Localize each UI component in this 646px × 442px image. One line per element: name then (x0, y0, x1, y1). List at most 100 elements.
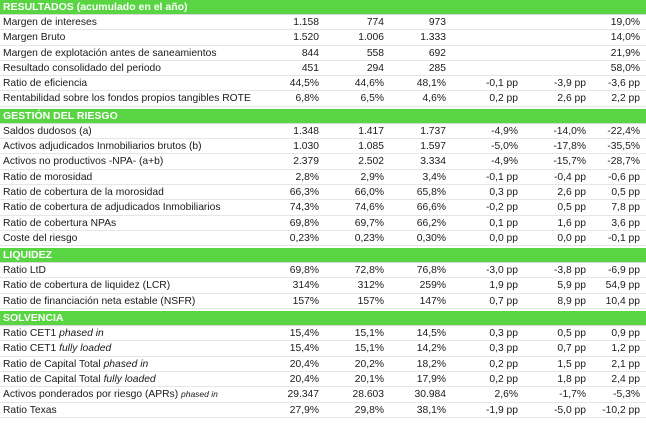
row-label: Ratio de eficiencia (3, 76, 87, 91)
row-label-text: Activos ponderados por riesgo (APRs) (3, 389, 181, 401)
row-label: Ratio de cobertura de la morosidad (3, 185, 164, 200)
table-row: Activos adjudicados Inmobiliarios brutos… (0, 139, 646, 155)
row-label-text: Resultado consolidado del periodo (3, 62, 161, 74)
table-row: Ratio de Capital Total phased in 20,4% 20,… (0, 357, 646, 372)
section-header: SOLVENCIA (0, 311, 646, 327)
value-cell: 29,8% (354, 404, 384, 416)
value-cell: 1.348 (293, 125, 319, 137)
value-cell: 69,8% (289, 217, 319, 229)
table-row: Ratio CET1 fully loaded 15,4% 15,1% 14,2% 0,… (0, 341, 646, 357)
row-label: Ratio CET1 fully loaded (3, 341, 111, 356)
value-cell: 15,4% (289, 343, 319, 355)
table-row: Margen de explotación antes de saneamien… (0, 46, 646, 61)
value-cell: 66,0% (354, 186, 384, 198)
value-cell: 844 (301, 47, 319, 59)
table-row: Saldos dudosos (a) 1.348 1.417 1.737 -4,9% -1… (0, 124, 646, 140)
value-cell: -0,1 pp (607, 232, 640, 244)
row-label: Ratio de cobertura de adjudicados Inmobi… (3, 200, 221, 215)
row-label: Ratio Texas (3, 403, 57, 418)
value-cell: 0,3 pp (489, 343, 518, 355)
value-cell: -6,9 pp (607, 265, 640, 277)
table-row: Ratio CET1 phased in 15,4% 15,1% 14,5% 0,3 p… (0, 326, 646, 342)
value-cell: -5,3% (613, 389, 640, 401)
value-cell: 14,2% (416, 343, 446, 355)
value-cell: 157% (357, 295, 384, 307)
value-cell: 15,4% (289, 328, 319, 340)
value-cell: 5,9 pp (557, 280, 586, 292)
row-label-text: Ratio de Capital Total (3, 373, 104, 385)
value-cell: 30.984 (414, 389, 447, 401)
value-cell: 973 (428, 17, 446, 28)
value-cell: 48,1% (416, 78, 446, 90)
value-cell: 312% (357, 280, 384, 292)
value-cell: -14,0% (553, 125, 586, 137)
table-row: Ratio de financiación neta estable (NSFR… (0, 294, 646, 310)
value-cell: 285 (428, 62, 446, 74)
section-header: RESULTADOS (acumulado en el año) (0, 0, 646, 15)
value-cell: -28,7% (607, 156, 640, 168)
row-label-text: Ratio Texas (3, 404, 57, 416)
row-label-text: Ratio de cobertura NPAs (3, 217, 117, 229)
row-label: Activos no productivos -NPA- (a+b) (3, 154, 163, 169)
value-cell: 44,6% (354, 78, 384, 90)
table-row: Margen de intereses 1.158 774 973 19,0% (0, 15, 646, 31)
row-label-text: Ratio de cobertura de la morosidad (3, 186, 164, 198)
value-cell: -15,7% (553, 156, 586, 168)
row-label-qualifier: phased in (103, 358, 149, 370)
table-row: Resultado consolidado del periodo 451 294 2… (0, 61, 646, 77)
value-cell: 1.417 (358, 125, 384, 137)
value-cell: 1,8 pp (557, 373, 586, 385)
value-cell: 0,30% (416, 232, 446, 244)
kpi-table: RESULTADOS (acumulado en el año) Margen d… (0, 0, 646, 418)
value-cell: 54,9 pp (605, 280, 640, 292)
row-label-text: Margen Bruto (3, 32, 66, 44)
value-cell: -1,7% (559, 389, 586, 401)
value-cell: -0,6 pp (607, 171, 640, 183)
value-cell: 20,1% (354, 373, 384, 385)
value-cell: 10,4 pp (605, 295, 640, 307)
value-cell: 0,0 pp (557, 232, 586, 244)
value-cell: 451 (301, 62, 319, 74)
value-cell: 0,23% (289, 232, 319, 244)
row-label-text: Activos adjudicados Inmobiliarios brutos… (3, 141, 202, 153)
value-cell: 147% (419, 295, 446, 307)
row-label: Ratio de Capital Total fully loaded (3, 372, 156, 387)
row-label: Saldos dudosos (a) (3, 124, 92, 139)
value-cell: -0,2 pp (485, 202, 518, 214)
value-cell: 44,5% (289, 78, 319, 90)
row-label-text: Activos no productivos -NPA- (a+b) (3, 156, 164, 168)
value-cell: 1.006 (358, 32, 384, 44)
value-cell: -4,9% (491, 156, 518, 168)
row-label: Rentabilidad sobre los fondos propios ta… (3, 91, 251, 106)
value-cell: -3,6 pp (607, 78, 640, 90)
table-row: Ratio de Capital Total fully loaded 20,4%… (0, 372, 646, 388)
row-label-text: Rentabilidad sobre los fondos propios ta… (3, 93, 251, 105)
row-label: Ratio LtD (3, 263, 46, 278)
table-row: Margen Bruto 1.520 1.006 1.333 14,0% (0, 30, 646, 46)
row-label-text: Ratio de eficiencia (3, 78, 88, 90)
value-cell: 0,3 pp (489, 328, 518, 340)
value-cell: 14,0% (610, 32, 640, 44)
value-cell: 3.334 (420, 156, 446, 168)
value-cell: 0,1 pp (489, 217, 518, 229)
value-cell: -35,5% (607, 141, 640, 153)
value-cell: -1,9 pp (485, 404, 518, 416)
row-label-text: Margen de explotación antes de saneamien… (3, 47, 217, 59)
value-cell: 6,5% (360, 93, 384, 105)
row-label: Ratio de financiación neta estable (NSFR… (3, 294, 195, 309)
row-label-text: Ratio CET1 (3, 328, 60, 340)
value-cell: 1.737 (420, 125, 446, 137)
value-cell: 76,8% (416, 265, 446, 277)
row-label: Resultado consolidado del periodo (3, 61, 161, 76)
value-cell: 2.379 (293, 156, 319, 168)
value-cell: 4,6% (422, 93, 446, 105)
value-cell: 1.030 (293, 141, 319, 153)
value-cell: 66,6% (416, 202, 446, 214)
value-cell: 20,4% (289, 373, 319, 385)
value-cell: 0,2 pp (489, 373, 518, 385)
value-cell: 0,0 pp (489, 232, 518, 244)
value-cell: 15,1% (354, 343, 384, 355)
value-cell: 1.158 (293, 17, 319, 28)
table-row: Coste del riesgo 0,23% 0,23% 0,30% 0,0 pp 0,0… (0, 231, 646, 247)
value-cell: 17,9% (416, 373, 446, 385)
